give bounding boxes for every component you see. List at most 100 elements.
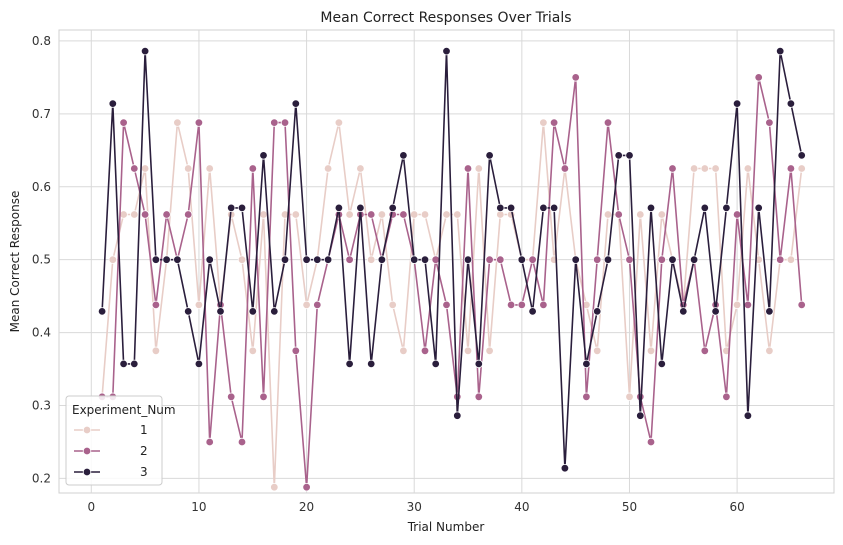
- series-1-point: [410, 210, 419, 219]
- series-2-point: [399, 210, 408, 219]
- series-1-point: [259, 210, 268, 219]
- chart-title: Mean Correct Responses Over Trials: [320, 10, 571, 26]
- series-2-point: [302, 483, 311, 492]
- series-2-point: [248, 164, 257, 173]
- series-3-point: [517, 255, 526, 264]
- series-3-point: [259, 151, 268, 160]
- series-2-point: [291, 346, 300, 355]
- series-3-point: [119, 359, 128, 369]
- series-3-point: [216, 307, 225, 316]
- series-2-point: [593, 255, 602, 264]
- series-1-point: [377, 210, 387, 219]
- series-3-point: [506, 203, 516, 213]
- series-3-point: [743, 411, 753, 420]
- series-3-point: [463, 255, 473, 264]
- series-1-point: [194, 300, 204, 310]
- series-2-point: [226, 392, 236, 401]
- series-2-point: [442, 300, 451, 310]
- series-2-point: [797, 300, 806, 310]
- y-tick-labels: 0.2 0.3 0.4 0.5 0.6 0.7 0.8: [32, 34, 51, 485]
- x-tick-label: 50: [622, 500, 637, 514]
- series-2-point: [194, 118, 204, 127]
- series-2-point: [528, 255, 537, 264]
- series-3-line: [101, 50, 803, 470]
- series-3-point: [388, 203, 397, 213]
- series-1-point: [442, 210, 451, 219]
- series-3-point: [162, 255, 171, 264]
- x-tick-label: 10: [191, 500, 206, 514]
- series-3-point: [722, 203, 731, 213]
- series-3-point: [732, 99, 742, 108]
- series-1-point: [388, 300, 397, 310]
- series-2-point: [754, 73, 763, 82]
- series-3-point: [711, 307, 720, 316]
- series-1-point: [302, 300, 311, 310]
- series-2-point: [496, 255, 505, 264]
- series-3-point: [194, 359, 204, 369]
- series-3-point: [776, 46, 785, 56]
- series-3-point: [410, 255, 419, 264]
- series-3-point: [646, 203, 656, 213]
- series-2-point: [237, 437, 247, 447]
- series-2-point: [625, 255, 634, 264]
- series-3-point: [657, 359, 666, 369]
- series-3-point: [97, 307, 107, 316]
- series-1-point: [636, 210, 645, 219]
- legend-entry-label: 3: [140, 465, 148, 479]
- series-3-point: [700, 203, 709, 213]
- series-3-point: [140, 46, 150, 56]
- series-3-point: [496, 203, 505, 213]
- series-3-point: [582, 359, 591, 369]
- series-3-point: [453, 411, 462, 420]
- series-1-point: [323, 164, 333, 173]
- series-3-point: [130, 359, 139, 369]
- series-1-point: [345, 210, 354, 219]
- series-3-point: [636, 411, 645, 420]
- series-1-point: [334, 118, 344, 127]
- legend-swatch-marker: [82, 425, 92, 435]
- y-tick-label: 0.7: [32, 107, 51, 121]
- y-tick-label: 0.6: [32, 180, 51, 194]
- series-3-point: [334, 203, 344, 213]
- series-2-point: [183, 210, 193, 219]
- x-tick-label: 40: [514, 500, 529, 514]
- series-2-point: [776, 255, 785, 264]
- series-3-point: [420, 255, 430, 264]
- series-1-point: [732, 300, 742, 310]
- series-2-point: [485, 255, 494, 264]
- series-1-point: [786, 255, 796, 264]
- series-3-point: [226, 203, 236, 213]
- series-2-point: [668, 164, 677, 173]
- legend: Experiment_Num 1 2 3: [65, 395, 176, 486]
- series-2-point: [603, 118, 613, 127]
- series-3-point: [797, 151, 806, 160]
- series-3-point: [291, 99, 300, 108]
- series-1-point: [356, 164, 365, 173]
- series-2-point: [700, 346, 709, 355]
- x-tick-labels: 0 10 20 30 40 50 60: [87, 500, 744, 514]
- series-2-point: [571, 73, 580, 82]
- series-3-point: [237, 203, 247, 213]
- y-tick-label: 0.2: [32, 471, 51, 485]
- legend-entry-label: 2: [140, 444, 148, 458]
- legend-swatch-marker: [82, 467, 92, 477]
- series-1-point: [270, 483, 279, 492]
- series-2-point: [313, 300, 322, 310]
- series-1-point: [485, 346, 494, 355]
- series-1-point: [689, 164, 699, 173]
- x-axis-title: Trial Number: [407, 520, 485, 534]
- series-1-point: [183, 164, 193, 173]
- series-3: [97, 46, 806, 473]
- series-3-point: [183, 307, 193, 316]
- series-1-point: [367, 255, 376, 264]
- series-2-point: [119, 118, 128, 127]
- series-3-point: [679, 307, 688, 316]
- series-1-point: [474, 164, 483, 173]
- series-1-point: [291, 210, 300, 219]
- series-3-point: [614, 151, 623, 160]
- series-1-point: [700, 164, 709, 173]
- series-2-point: [270, 118, 279, 127]
- series-3-point: [442, 46, 451, 56]
- series-1-point: [539, 118, 548, 127]
- series-3-point: [603, 255, 613, 264]
